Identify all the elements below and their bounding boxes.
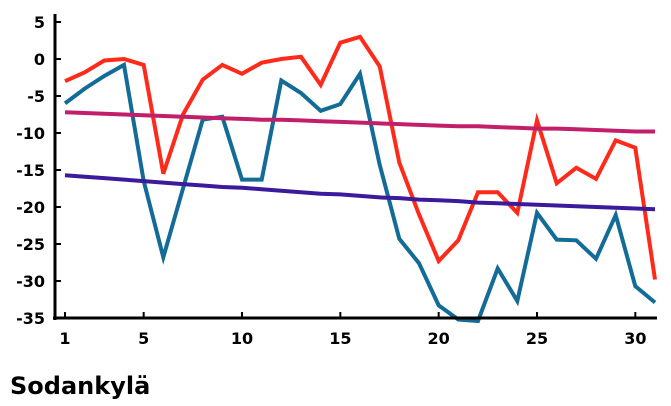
y-tick-label: -10: [16, 124, 45, 143]
y-tick-label: -20: [16, 198, 45, 217]
y-tick-label: 5: [34, 13, 45, 32]
y-tick-label: 0: [34, 50, 45, 69]
x-tick-label: 10: [231, 329, 253, 348]
x-tick-label: 25: [526, 329, 548, 348]
x-axis: 1 5 10 15 20 25 30: [53, 312, 657, 348]
x-tick-label: 15: [329, 329, 351, 348]
x-tick-label: 5: [138, 329, 149, 348]
y-tick-label: -30: [16, 272, 45, 291]
series-line-2: [63, 61, 657, 324]
plot-series-layer: [63, 34, 657, 324]
x-tick-label: 20: [428, 329, 450, 348]
x-tick-label: 1: [59, 329, 70, 348]
series-line-3: [64, 110, 655, 134]
y-axis: 5 0 -5 -10 -15 -20 -25 -30 -35: [16, 13, 61, 328]
series-line-4: [64, 173, 656, 212]
series-line-1: [64, 34, 657, 280]
y-tick-label: -5: [27, 87, 45, 106]
x-tick-label: 30: [624, 329, 646, 348]
y-tick-label: -25: [16, 235, 45, 254]
y-tick-label: -35: [16, 309, 45, 328]
chart-title: Sodankylä: [10, 372, 150, 400]
y-tick-label: -15: [16, 161, 45, 180]
